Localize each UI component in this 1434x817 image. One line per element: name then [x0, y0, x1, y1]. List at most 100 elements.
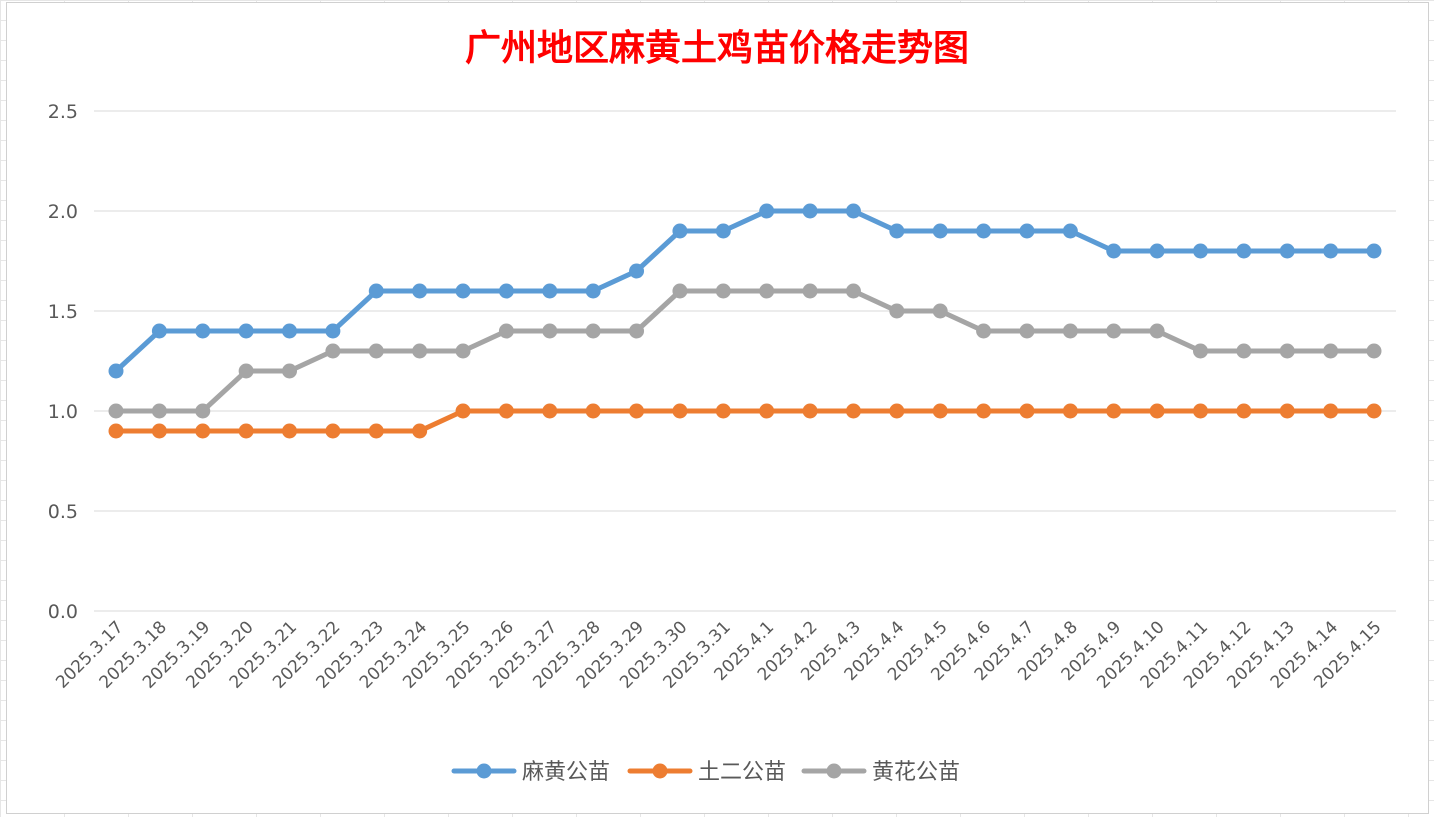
y-tick-label: 0.0: [48, 601, 78, 623]
data-point: [672, 223, 688, 239]
series-2: [108, 403, 1382, 439]
legend-marker: [826, 763, 842, 779]
y-tick-label: 1.0: [48, 401, 78, 423]
data-point: [889, 303, 905, 319]
data-point: [1106, 403, 1122, 419]
data-point: [282, 323, 298, 339]
data-point: [629, 263, 645, 279]
data-point: [1279, 403, 1295, 419]
data-point: [1192, 243, 1208, 259]
data-point: [151, 423, 167, 439]
series-1: [108, 203, 1382, 379]
data-point: [1192, 343, 1208, 359]
data-point: [672, 403, 688, 419]
legend: 麻黄公苗 土二公苗 黄花公苗: [451, 760, 960, 785]
data-point: [282, 363, 298, 379]
data-point: [108, 363, 124, 379]
data-point: [976, 323, 992, 339]
data-point: [1279, 343, 1295, 359]
data-point: [1192, 403, 1208, 419]
data-point: [802, 403, 818, 419]
data-point: [1019, 323, 1035, 339]
legend-label: 土二公苗: [698, 760, 786, 785]
legend-label: 黄花公苗: [872, 760, 960, 785]
data-point: [542, 283, 558, 299]
data-point: [1323, 343, 1339, 359]
data-point: [976, 223, 992, 239]
data-point: [195, 323, 211, 339]
data-point: [715, 223, 731, 239]
data-point: [412, 343, 428, 359]
data-point: [455, 283, 471, 299]
data-point: [976, 403, 992, 419]
data-point: [151, 323, 167, 339]
data-point: [412, 423, 428, 439]
data-point: [282, 423, 298, 439]
data-point: [1236, 343, 1252, 359]
data-point: [498, 323, 514, 339]
data-point: [802, 283, 818, 299]
data-point: [455, 343, 471, 359]
data-point: [238, 323, 254, 339]
data-point: [1149, 243, 1165, 259]
data-point: [195, 423, 211, 439]
data-point: [932, 223, 948, 239]
data-point: [759, 283, 775, 299]
data-point: [1106, 323, 1122, 339]
series-lines: [108, 203, 1382, 439]
data-point: [629, 323, 645, 339]
data-point: [1236, 243, 1252, 259]
data-point: [1019, 403, 1035, 419]
data-point: [238, 423, 254, 439]
data-point: [368, 343, 384, 359]
legend-entry: 麻黄公苗: [451, 760, 610, 785]
legend-entry: 黄花公苗: [801, 760, 960, 785]
data-point: [759, 403, 775, 419]
legend-label: 麻黄公苗: [522, 760, 610, 785]
data-point: [1149, 403, 1165, 419]
data-point: [108, 423, 124, 439]
data-point: [325, 323, 341, 339]
data-point: [715, 403, 731, 419]
legend-marker: [476, 763, 492, 779]
data-point: [585, 323, 601, 339]
data-point: [412, 283, 428, 299]
data-point: [889, 223, 905, 239]
data-point: [585, 403, 601, 419]
data-point: [1366, 243, 1382, 259]
data-point: [845, 403, 861, 419]
y-tick-label: 2.0: [48, 201, 78, 223]
data-point: [759, 203, 775, 219]
data-point: [932, 303, 948, 319]
data-point: [542, 323, 558, 339]
data-point: [325, 423, 341, 439]
data-point: [1149, 323, 1165, 339]
legend-entry: 土二公苗: [627, 760, 786, 785]
y-tick-label: 0.5: [48, 501, 78, 523]
data-point: [498, 403, 514, 419]
data-point: [455, 403, 471, 419]
series-3: [108, 283, 1382, 419]
data-point: [1106, 243, 1122, 259]
data-point: [1062, 223, 1078, 239]
data-point: [845, 203, 861, 219]
data-point: [542, 403, 558, 419]
data-point: [151, 403, 167, 419]
data-point: [1366, 403, 1382, 419]
data-point: [585, 283, 601, 299]
data-point: [498, 283, 514, 299]
data-point: [629, 403, 645, 419]
data-point: [1279, 243, 1295, 259]
gridlines: [94, 110, 1396, 612]
data-point: [368, 283, 384, 299]
data-point: [368, 423, 384, 439]
data-point: [802, 203, 818, 219]
y-tick-label: 2.5: [48, 101, 78, 123]
data-point: [195, 403, 211, 419]
data-point: [932, 403, 948, 419]
data-point: [108, 403, 124, 419]
data-point: [845, 283, 861, 299]
y-axis-ticks: 0.0 0.5 1.0 1.5 2.0 2.5: [48, 101, 78, 623]
x-axis-ticks: 2025.3.172025.3.182025.3.192025.3.202025…: [52, 617, 1385, 692]
